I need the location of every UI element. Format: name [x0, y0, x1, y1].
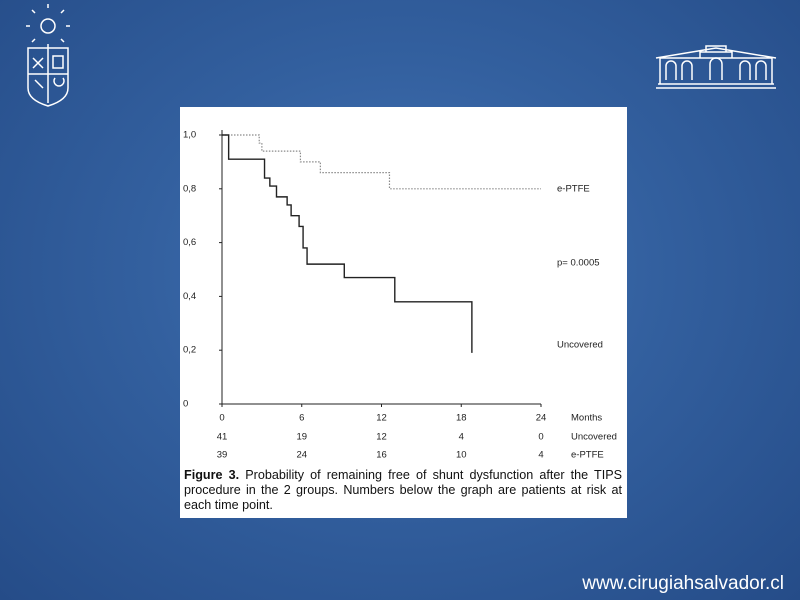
x-tick-label: 6: [299, 413, 304, 424]
y-tick-label: 0,2: [183, 345, 196, 356]
survival-line: [222, 134, 541, 190]
x-tick-label: 24: [536, 413, 547, 424]
survival-line: [222, 134, 473, 353]
site-url: www.cirugiahsalvador.cl: [582, 573, 784, 594]
risk-count: 24: [296, 450, 307, 461]
series-label: Uncovered: [557, 339, 603, 350]
risk-count: 12: [376, 432, 387, 443]
risk-row-label: e-PTFE: [571, 450, 604, 461]
figure-panel: [180, 107, 627, 518]
x-tick-label: 18: [456, 413, 467, 424]
caption-text: Probability of remaining free of shunt d…: [184, 468, 623, 512]
y-tick-label: 0,4: [183, 291, 196, 302]
y-tick-label: 0,6: [183, 237, 196, 248]
risk-count: 39: [217, 450, 228, 461]
y-tick-label: 0,8: [183, 183, 196, 194]
building-logo: [655, 45, 777, 89]
risk-count: 19: [296, 432, 307, 443]
risk-row-label: Uncovered: [571, 432, 617, 443]
risk-count: 10: [456, 450, 467, 461]
risk-count: 16: [376, 450, 387, 461]
x-axis-label: Months: [571, 413, 602, 424]
x-tick-label: 12: [376, 413, 387, 424]
series-label: e-PTFE: [557, 183, 590, 194]
figure-caption: Figure 3. Probability of remaining free …: [184, 468, 622, 513]
caption-label: Figure 3.: [184, 468, 240, 482]
x-tick-label: 0: [219, 413, 224, 424]
y-tick-label: 1,0: [183, 130, 196, 141]
university-emblem: [26, 4, 70, 107]
risk-count: 4: [538, 450, 543, 461]
risk-count: 0: [538, 432, 543, 443]
y-tick-label: 0: [183, 399, 188, 410]
p-value: p= 0.0005: [557, 258, 600, 269]
risk-count: 4: [459, 432, 464, 443]
plot: 0 0,2 0,4 0,6 0,8 1,0 0 6 12 18 24 Months p= 0.0005 e…: [183, 130, 617, 461]
risk-count: 41: [217, 432, 228, 443]
